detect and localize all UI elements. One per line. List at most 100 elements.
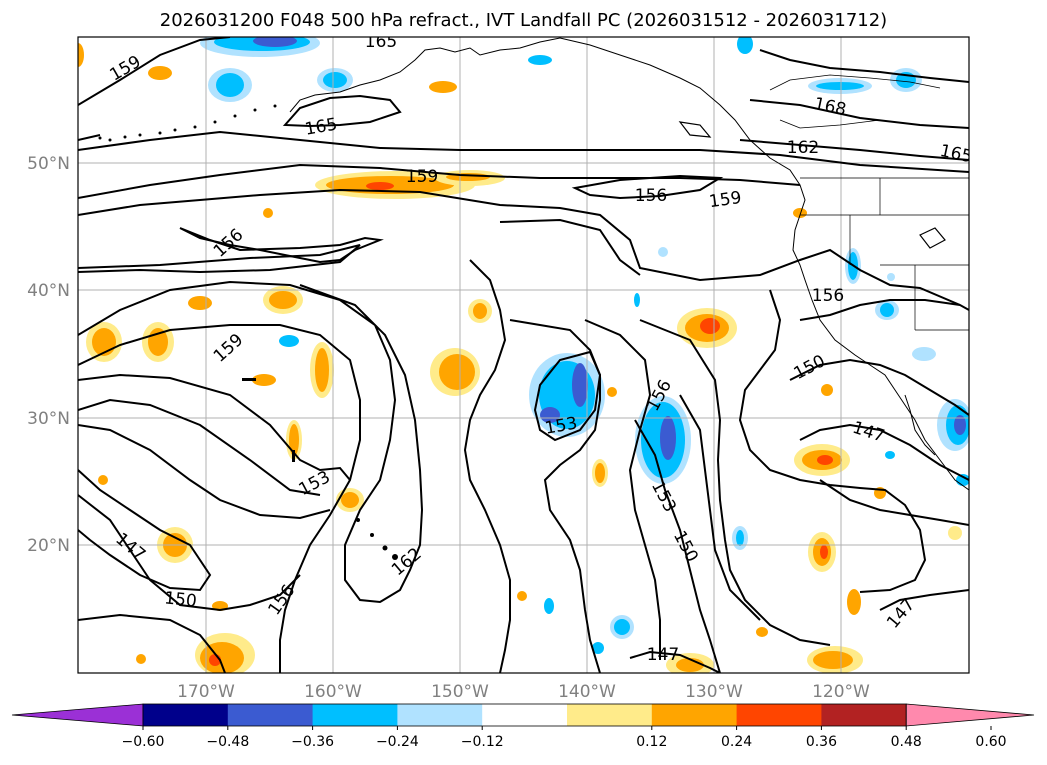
negative-anomaly [887,273,895,281]
positive-anomaly [263,208,273,218]
contour-line [799,299,961,321]
lat-axis: 50°N 40°N 30°N 20°N [27,154,70,556]
contour-label: 159 [708,188,743,212]
contour-line [789,358,969,416]
contour-line [679,394,761,621]
colorbar-segment [821,704,907,726]
negative-anomaly [912,347,936,361]
contour-label: 165 [365,32,397,52]
positive-anomaly [793,208,807,218]
positive-anomaly [269,291,297,309]
negative-anomaly [614,619,630,635]
contour-label: 156 [812,286,844,306]
contour-line [571,174,724,200]
contour-label: 156 [635,186,667,206]
islands [98,104,398,560]
contour-label: 159 [406,167,438,187]
colorbar-label: −0.60 [122,734,165,750]
lat-tick-label: 50°N [27,154,70,174]
negative-anomaly [544,598,554,614]
contour-line [78,280,424,604]
positive-anomaly [847,589,861,615]
contour-label: 147 [647,645,679,665]
positive-anomaly [517,591,527,601]
contour-line [639,319,831,646]
positive-anomaly [188,296,212,310]
contour-line [78,469,212,592]
contour-line [879,589,969,611]
colorbar-segment [736,704,822,726]
negative-anomaly [954,415,966,435]
negative-anomaly [816,82,864,90]
contour-line [78,99,969,141]
positive-anomaly [439,354,475,390]
positive-anomaly [756,627,768,637]
positive-anomaly [700,318,720,334]
contour-line [78,494,301,612]
colorbar-label: 0.36 [806,734,837,750]
positive-anomaly [821,384,833,396]
negative-anomaly [216,73,244,97]
lon-tick-label: 160°W [304,682,362,702]
lon-tick-label: 130°W [685,682,743,702]
positive-anomaly [820,545,828,559]
positive-anomaly [200,642,244,673]
contour-line [78,163,801,199]
negative-anomaly [323,72,347,88]
negative-anomaly [660,416,676,460]
contour-line [78,613,226,673]
contour-label: 162 [787,138,819,158]
colorbar-label: 0.24 [721,734,752,750]
colorbar-label: −0.36 [291,734,334,750]
contour-line [739,139,969,161]
colorbar-segment [227,704,314,726]
colorbar-segment [482,704,568,726]
negative-anomaly [737,37,753,54]
contour-line [499,218,641,276]
positive-anomaly [366,182,394,190]
positive-anomaly [148,66,172,80]
colorbar-segment [312,704,398,726]
colorbar: −0.60 −0.48 −0.36 −0.24 −0.12 0.12 0.24 0.36 0.4… [11,703,1035,750]
colorbar-extend-left [11,703,144,727]
contour-line [533,350,602,442]
positive-anomaly [813,651,853,669]
lon-tick-label: 150°W [431,682,489,702]
colorbar-frame [142,703,907,727]
negative-anomaly [572,363,588,407]
positive-anomaly [252,374,276,386]
contour-line [282,94,402,128]
colorbar-label: −0.48 [206,734,249,750]
positive-anomaly [948,526,962,540]
island [919,227,946,249]
map-frame [77,36,970,674]
negative-anomaly [592,642,604,654]
colorbar-label: −0.12 [461,734,504,750]
contour-line [78,324,361,673]
lon-axis: 170°W 160°W 150°W 140°W 130°W 120°W [177,682,870,702]
contour-line [78,373,351,481]
colorbar-segment [567,704,653,726]
contour-line [738,289,927,593]
lat-tick-label: 40°N [27,281,70,301]
contour-line [759,49,969,83]
negative-anomaly [658,247,668,257]
contour-line [78,130,969,173]
baja-coast [904,394,936,456]
contour-line [78,424,331,520]
negative-anomaly [880,303,894,317]
colorbar-segment [651,704,738,726]
contour-line [584,319,661,660]
contour-line [819,479,969,526]
negative-anomaly [540,407,560,423]
colorbar-label: 0.48 [891,734,922,750]
contour-line [629,650,721,673]
contour-line [78,37,231,106]
colorbar-label: 0.60 [975,734,1006,750]
negative-anomaly [528,55,552,65]
contour-line [634,419,721,673]
positive-anomaly [595,463,605,483]
colorbar-label: 0.12 [636,734,667,750]
positive-anomaly [607,387,617,397]
contour-line [78,244,361,274]
